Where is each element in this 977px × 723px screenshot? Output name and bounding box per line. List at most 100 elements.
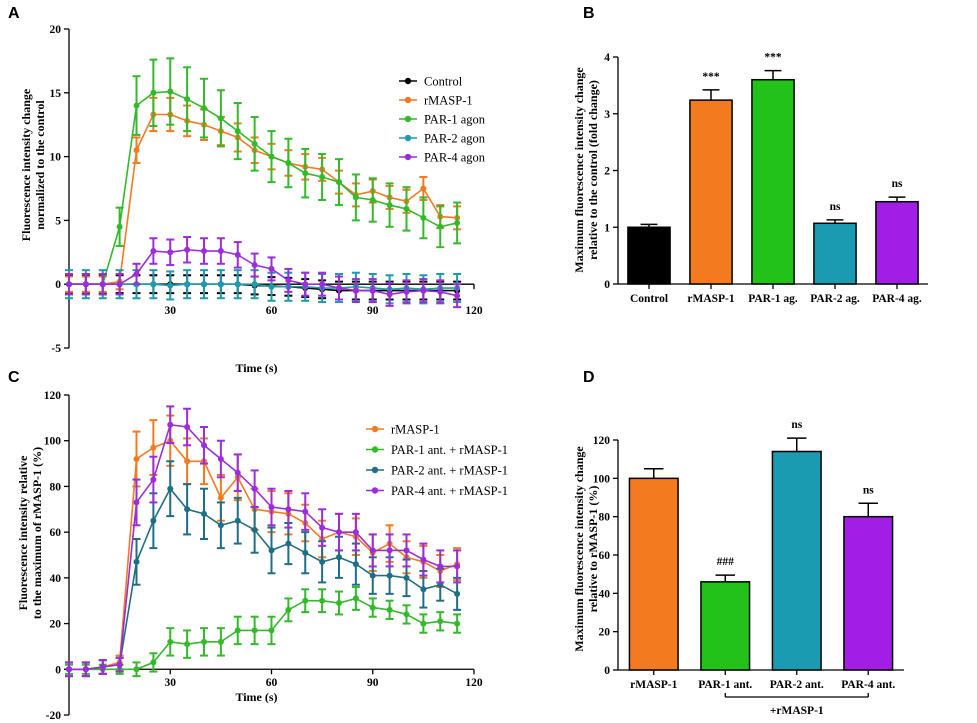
panel-d-error-bar	[858, 502, 878, 517]
panel-c-data-point	[386, 547, 393, 554]
panel-c-data-point	[150, 476, 157, 483]
panel-d-y-tick-label: 80	[599, 512, 611, 524]
panel-a-legend-swatch-marker	[404, 134, 412, 142]
panel-a-legend-label: rMASP-1	[424, 94, 473, 108]
panel-c-y-tick-label: 40	[50, 573, 62, 585]
panel-a-x-axis-title: Time (s)	[235, 361, 277, 375]
panel-c-data-point	[217, 522, 224, 529]
panel-a-series	[65, 235, 462, 309]
panel-a-data-point	[234, 251, 241, 258]
panel-a-legend: Control rMASP-1 PAR-1 agon PAR-2 agon PAR-4 …	[399, 75, 486, 165]
panel-a-y-axis-title-line: normalized to the control	[33, 100, 47, 230]
panel-c-data-point	[420, 620, 427, 627]
panel-a-x-tick-label: 30	[165, 305, 177, 317]
panel-c-series-line	[69, 439, 458, 671]
panel-a-data-point	[82, 281, 89, 288]
panel-b-error-bar	[888, 196, 906, 202]
panel-b-category-label: rMASP-1	[687, 293, 735, 305]
panel-c-data-point	[150, 444, 157, 451]
panel-a-data-point	[234, 281, 241, 288]
panel-c-series	[65, 586, 462, 678]
panel-d-bracket	[724, 693, 869, 698]
panel-a-data-point	[420, 185, 427, 192]
panel-c-data-point	[403, 574, 410, 581]
panel-d-significance-label: ns	[863, 484, 874, 496]
panel-c-data-point	[133, 666, 140, 673]
panel-a-data-point	[66, 281, 72, 288]
panel-a-series-line	[69, 90, 458, 286]
panel-c-y-tick-label: 20	[50, 619, 62, 631]
panel-c-data-point	[167, 421, 174, 428]
panel-b-error-bar	[702, 89, 720, 101]
panel-a-data-point	[167, 282, 174, 289]
panel-a-data-point	[336, 285, 342, 292]
panel-d-significance-label: ###	[717, 556, 735, 568]
panel-a-data-point	[217, 281, 224, 288]
panel-a-data-point	[184, 96, 191, 103]
panel-b-y-tick-label: 2	[604, 166, 610, 178]
panel-a-legend-label: PAR-1 agon	[424, 113, 486, 127]
panel-a-legend-swatch-marker	[404, 115, 412, 123]
panel-b-significance-label: ns	[892, 178, 903, 190]
panel-a-data-point	[251, 140, 258, 147]
panel-c-data-point	[420, 556, 427, 563]
panel-b-chart: 0 1 2 3 4 Control rMASP-1 *** PAR-1 ag. *** PAR-2 …	[604, 52, 928, 305]
panel-c-data-point	[420, 586, 427, 593]
panel-a-data-point	[386, 202, 393, 209]
panel-d-significance-label: ns	[791, 419, 802, 431]
panel-c-series-line	[69, 423, 458, 671]
panel-d-bar	[700, 581, 751, 671]
panel-c-data-point	[234, 517, 241, 524]
panel-c-data-point	[234, 469, 241, 476]
panel-a-data-point	[319, 174, 326, 181]
panel-d-y-tick-label: 100	[593, 473, 611, 485]
panel-a-series-line	[69, 283, 458, 291]
panel-c-x-axis-title: Time (s)	[235, 690, 277, 704]
panel-d-letter: D	[583, 369, 595, 386]
panel-c-data-point	[82, 666, 89, 673]
panel-d-category-label: PAR-4 ant.	[841, 679, 895, 691]
panel-b-letter: B	[583, 5, 595, 22]
panel-a-y-tick-label: -5	[51, 343, 61, 355]
panel-c-data-point	[184, 506, 191, 513]
panel-c-data-point	[285, 506, 292, 513]
panel-b-bar	[751, 78, 795, 285]
panel-c-series	[65, 460, 462, 678]
panel-a-series	[65, 269, 462, 305]
panel-c-x-tick-label: 60	[266, 677, 278, 689]
panel-c-data-point	[99, 664, 106, 670]
panel-a-y-tick-label: 10	[50, 152, 62, 164]
panel-c-y-tick-label: 80	[50, 481, 62, 493]
panel-a-data-point	[420, 214, 427, 221]
panel-d-y-tick-label: 20	[599, 627, 611, 639]
panel-a-data-point	[352, 194, 359, 201]
panel-c-data-point	[369, 572, 376, 579]
panel-c-data-point	[184, 458, 191, 465]
panel-c-x-tick-label: 120	[465, 677, 483, 689]
panel-c-data-point	[150, 517, 157, 524]
panel-a-data-point	[386, 291, 393, 298]
panel-d-y-axis-title: Maximum fluorescence intensity change rel…	[572, 446, 600, 652]
panel-a-data-point	[217, 248, 224, 255]
panel-a-data-point	[268, 283, 275, 290]
panel-c-data-point	[454, 590, 461, 597]
panel-d-y-axis-title-line: relative to rMASP-1 (%)	[586, 486, 600, 613]
panel-b-bar	[627, 226, 671, 285]
panel-b-y-tick-label: 3	[604, 109, 610, 121]
panel-d-bar	[628, 477, 679, 671]
panel-c-legend-label: rMASP-1	[391, 423, 440, 437]
panel-c-data-point	[268, 504, 275, 510]
panel-c-data-point	[319, 524, 326, 531]
panel-c-data-point	[184, 641, 191, 648]
panel-c-x-tick-label: 90	[367, 677, 379, 689]
panel-c-legend-label: PAR-4 ant. + rMASP-1	[391, 484, 508, 498]
panel-c-data-point	[167, 638, 174, 645]
panel-c-data-point	[437, 618, 444, 625]
panel-b-y-axis-title-line: Maximum fluorescence intensity change	[572, 67, 586, 273]
panel-a-series	[65, 57, 462, 296]
panel-d-category-label: PAR-2 ant.	[770, 679, 824, 691]
panel-c-data-point	[336, 600, 342, 606]
panel-c-data-point	[352, 529, 359, 536]
panel-b-y-axis-title: Maximum fluorescence intensity change rel…	[572, 67, 600, 273]
panel-c-data-point	[369, 547, 376, 554]
